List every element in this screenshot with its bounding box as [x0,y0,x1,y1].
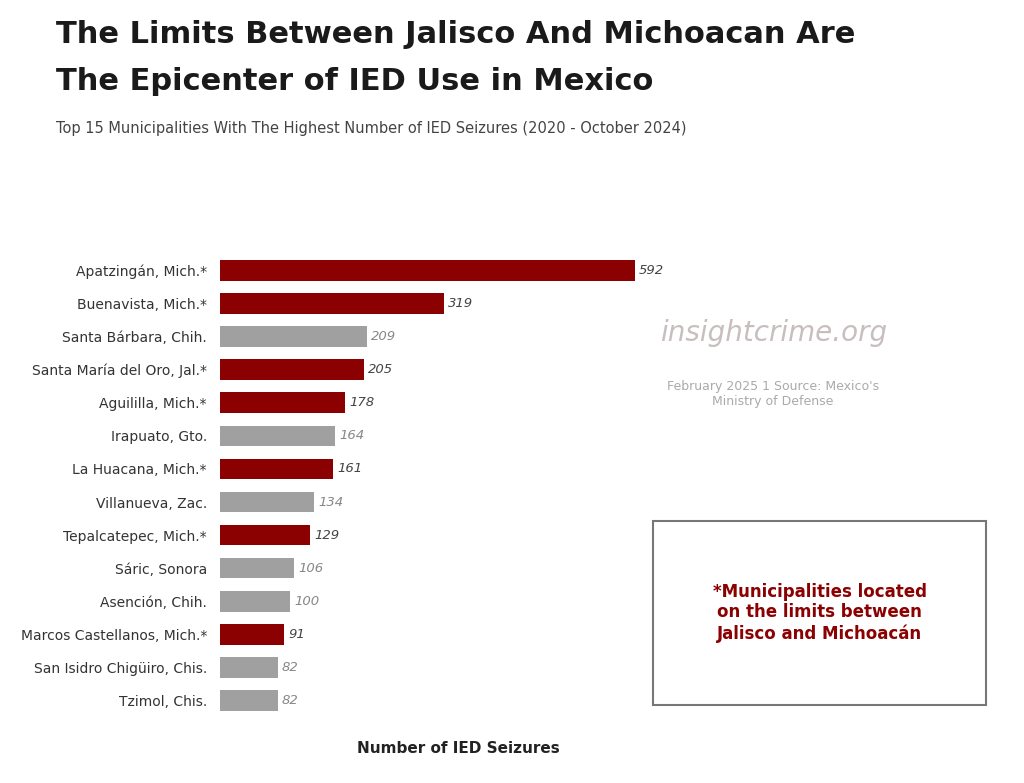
Text: 592: 592 [639,264,664,277]
Text: 161: 161 [337,463,362,475]
Text: The Limits Between Jalisco And Michoacan Are: The Limits Between Jalisco And Michoacan… [56,20,856,49]
Text: insightcrime.org: insightcrime.org [659,319,887,347]
Text: 129: 129 [314,529,340,542]
Bar [220,691,278,711]
Bar [220,492,314,512]
Text: 106: 106 [299,561,324,575]
Text: 178: 178 [349,396,374,410]
Text: 205: 205 [368,363,393,376]
Bar [220,327,367,347]
Bar [220,294,443,314]
Bar [220,359,364,380]
Bar [220,558,294,579]
Text: Number of IED Seizures: Number of IED Seizures [357,741,560,756]
Bar [220,591,290,612]
Text: 209: 209 [371,330,396,343]
Text: 134: 134 [318,496,343,508]
Bar [220,426,335,446]
Text: 82: 82 [282,661,299,674]
Text: February 2025 1 Source: Mexico's
Ministry of Defense: February 2025 1 Source: Mexico's Ministr… [667,380,880,408]
Bar [220,525,310,545]
Bar [220,624,284,644]
Text: 164: 164 [339,429,365,442]
Text: 100: 100 [294,595,319,608]
Bar [220,459,333,479]
Text: 91: 91 [288,628,305,640]
Text: *Municipalities located
on the limits between
Jalisco and Michoacán: *Municipalities located on the limits be… [713,583,927,643]
Text: The Epicenter of IED Use in Mexico: The Epicenter of IED Use in Mexico [56,67,653,96]
Text: 82: 82 [282,694,299,707]
Text: Top 15 Municipalities With The Highest Number of IED Seizures (2020 - October 20: Top 15 Municipalities With The Highest N… [56,121,687,136]
Text: 319: 319 [447,297,473,310]
Bar [220,260,635,280]
Bar [220,392,345,413]
Bar [220,657,278,677]
